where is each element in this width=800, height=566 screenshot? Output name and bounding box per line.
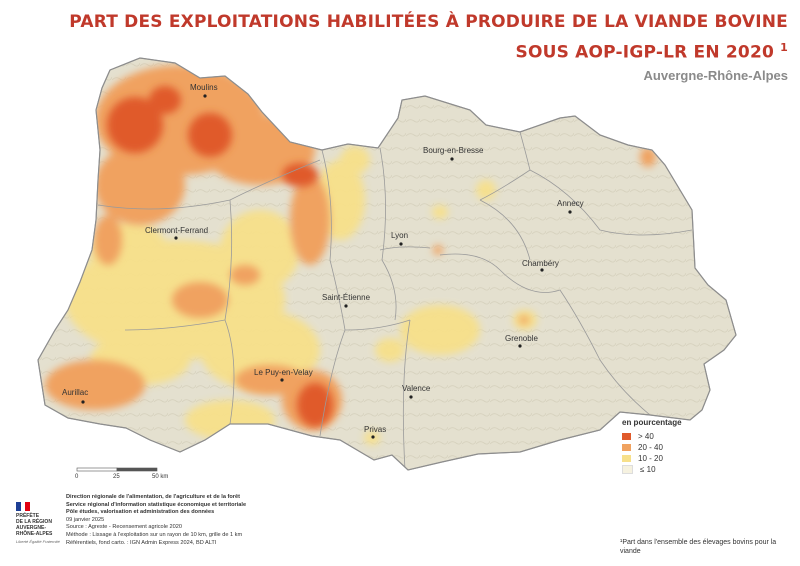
legend-swatch <box>622 444 631 451</box>
legend-label: 20 - 40 <box>638 443 663 452</box>
city-privas: Privas <box>364 425 386 439</box>
city-markers: Moulins Bourg-en-Bresse Annecy Clermont-… <box>62 83 584 439</box>
source-line: Service régional d'information statistiq… <box>66 501 247 508</box>
legend-item: 10 - 20 <box>622 453 682 464</box>
city-valence: Valence <box>402 384 431 399</box>
legend-label: ≤ 10 <box>640 465 656 474</box>
legend-label: 10 - 20 <box>638 454 663 463</box>
city-saint-etienne: Saint-Étienne <box>322 293 371 308</box>
legend-item: ≤ 10 <box>622 464 682 475</box>
city-annecy: Annecy <box>557 199 584 214</box>
map-subtitle: Auvergne-Rhône-Alpes <box>643 67 788 83</box>
scale-label: 0 <box>75 474 79 480</box>
scale-label: 25 <box>113 474 120 480</box>
logo-line: RHÔNE-ALPES <box>16 531 53 537</box>
french-flag-icon <box>16 502 31 511</box>
prefecture-logo: PRÉFÈTE DE LA RÉGION AUVERGNE- RHÔNE-ALP… <box>16 502 60 544</box>
city-aurillac: Aurillac <box>62 388 88 404</box>
city-label: Aurillac <box>62 388 88 397</box>
department-boundaries <box>97 131 693 470</box>
legend-label: > 40 <box>638 432 654 441</box>
footnote-mark: 1 <box>780 41 788 54</box>
map-title-text: SOUS AOP-IGP-LR EN 2020 <box>515 42 775 63</box>
scale-bar: 0 25 50 km <box>75 467 168 480</box>
city-label: Saint-Étienne <box>322 293 371 302</box>
legend-swatch <box>622 455 631 462</box>
city-grenoble: Grenoble <box>505 334 538 348</box>
legend: en pourcentage > 40 20 - 40 10 - 20 ≤ 10 <box>622 418 682 475</box>
scale-label: 50 km <box>152 474 168 480</box>
logo-line: PRÉFÈTE <box>16 513 40 519</box>
map-title-line-1: PART DES EXPLOITATIONS HABILITÉES À PROD… <box>69 12 788 32</box>
city-label: Valence <box>402 384 431 393</box>
source-line: Méthode : Lissage à l'exploitation sur u… <box>66 531 243 538</box>
source-line: Source : Agreste - Recensement agricole … <box>66 524 182 531</box>
city-moulins: Moulins <box>190 83 218 98</box>
region-outline <box>37 57 737 471</box>
source-line: Direction régionale de l'alimentation, d… <box>66 494 240 500</box>
city-clermont-ferrand: Clermont-Ferrand <box>145 226 208 240</box>
footnote: ¹Part dans l'ensemble des élevages bovin… <box>620 539 777 555</box>
city-label: Clermont-Ferrand <box>145 226 208 235</box>
class-over-40-patches <box>107 86 333 427</box>
legend-item: 20 - 40 <box>622 442 682 453</box>
legend-swatch <box>622 465 633 474</box>
map-title-line-2: SOUS AOP-IGP-LR EN 2020 1 <box>69 35 788 66</box>
logo-line: DE LA RÉGION <box>16 519 52 525</box>
choropleth-layer <box>45 65 656 445</box>
source-line: Référentiels, fond carto. : IGN Admin Ex… <box>66 539 217 546</box>
city-label: Grenoble <box>505 334 538 343</box>
title-block: PART DES EXPLOITATIONS HABILITÉES À PROD… <box>69 10 788 83</box>
logo-line: AUVERGNE- <box>16 525 47 531</box>
city-lyon: Lyon <box>391 231 408 246</box>
source-date: 09 janvier 2025 <box>66 516 105 523</box>
city-label: Le Puy-en-Velay <box>254 368 313 377</box>
legend-swatch <box>622 433 631 440</box>
sources-block: Direction régionale de l'alimentation, d… <box>66 494 366 547</box>
city-label: Moulins <box>190 83 218 92</box>
class-10-20-patches <box>65 146 537 445</box>
legend-item: > 40 <box>622 431 682 442</box>
city-le-puy-en-velay: Le Puy-en-Velay <box>254 368 313 382</box>
legend-title: en pourcentage <box>622 418 682 427</box>
city-chambery: Chambéry <box>522 259 559 272</box>
source-line: Pôle études, valorisation et administrat… <box>66 509 215 516</box>
city-label: Annecy <box>557 199 584 208</box>
logo-motto: Liberté Égalité Fraternité <box>16 539 60 544</box>
city-bourg-en-bresse: Bourg-en-Bresse <box>423 146 484 161</box>
city-label: Bourg-en-Bresse <box>423 146 484 155</box>
city-label: Lyon <box>391 231 408 240</box>
city-label: Chambéry <box>522 259 559 268</box>
city-label: Privas <box>364 425 386 434</box>
